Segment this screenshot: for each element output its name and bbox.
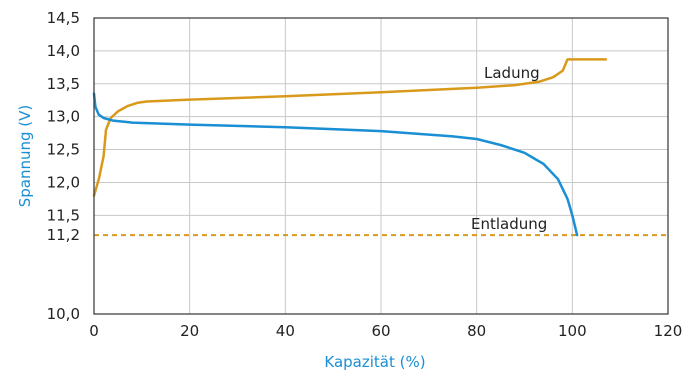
y-axis-label: Spannung (V) <box>16 105 34 208</box>
y-axis-ticks: 10,0 11,2 11,5 12,0 12,5 13,0 13,5 14,0 14,5 <box>47 9 80 323</box>
y-tick-label-1: 11,2 <box>47 226 80 244</box>
x-axis-label: Kapazität (%) <box>324 353 425 371</box>
y-tick-label-0: 10,0 <box>47 305 80 323</box>
y-tick-label-2: 11,5 <box>47 206 80 224</box>
annotation-entladung: Entladung <box>471 215 547 233</box>
series-line-ladung <box>92 58 608 197</box>
x-tick-label-6: 120 <box>654 322 683 340</box>
x-tick-label-2: 40 <box>276 322 295 340</box>
grid-lines <box>93 17 669 315</box>
x-tick-label-4: 80 <box>467 322 486 340</box>
annotation-ladung: Ladung <box>484 64 540 82</box>
x-tick-label-1: 20 <box>180 322 199 340</box>
x-tick-label-5: 100 <box>558 322 587 340</box>
y-tick-label-3: 12,0 <box>47 173 80 191</box>
x-tick-label-3: 60 <box>371 322 390 340</box>
x-axis-ticks: 0 20 40 60 80 100 120 <box>89 322 682 340</box>
y-tick-label-5: 13,0 <box>47 108 80 126</box>
y-tick-label-7: 14,0 <box>47 42 80 60</box>
plot-area-frame <box>93 17 669 315</box>
y-tick-label-4: 12,5 <box>47 141 80 159</box>
x-tick-label-0: 0 <box>89 322 99 340</box>
y-tick-label-6: 13,5 <box>47 75 80 93</box>
series-line-entladung <box>92 92 579 237</box>
y-tick-label-8: 14,5 <box>47 9 80 27</box>
series-lines <box>92 58 608 237</box>
